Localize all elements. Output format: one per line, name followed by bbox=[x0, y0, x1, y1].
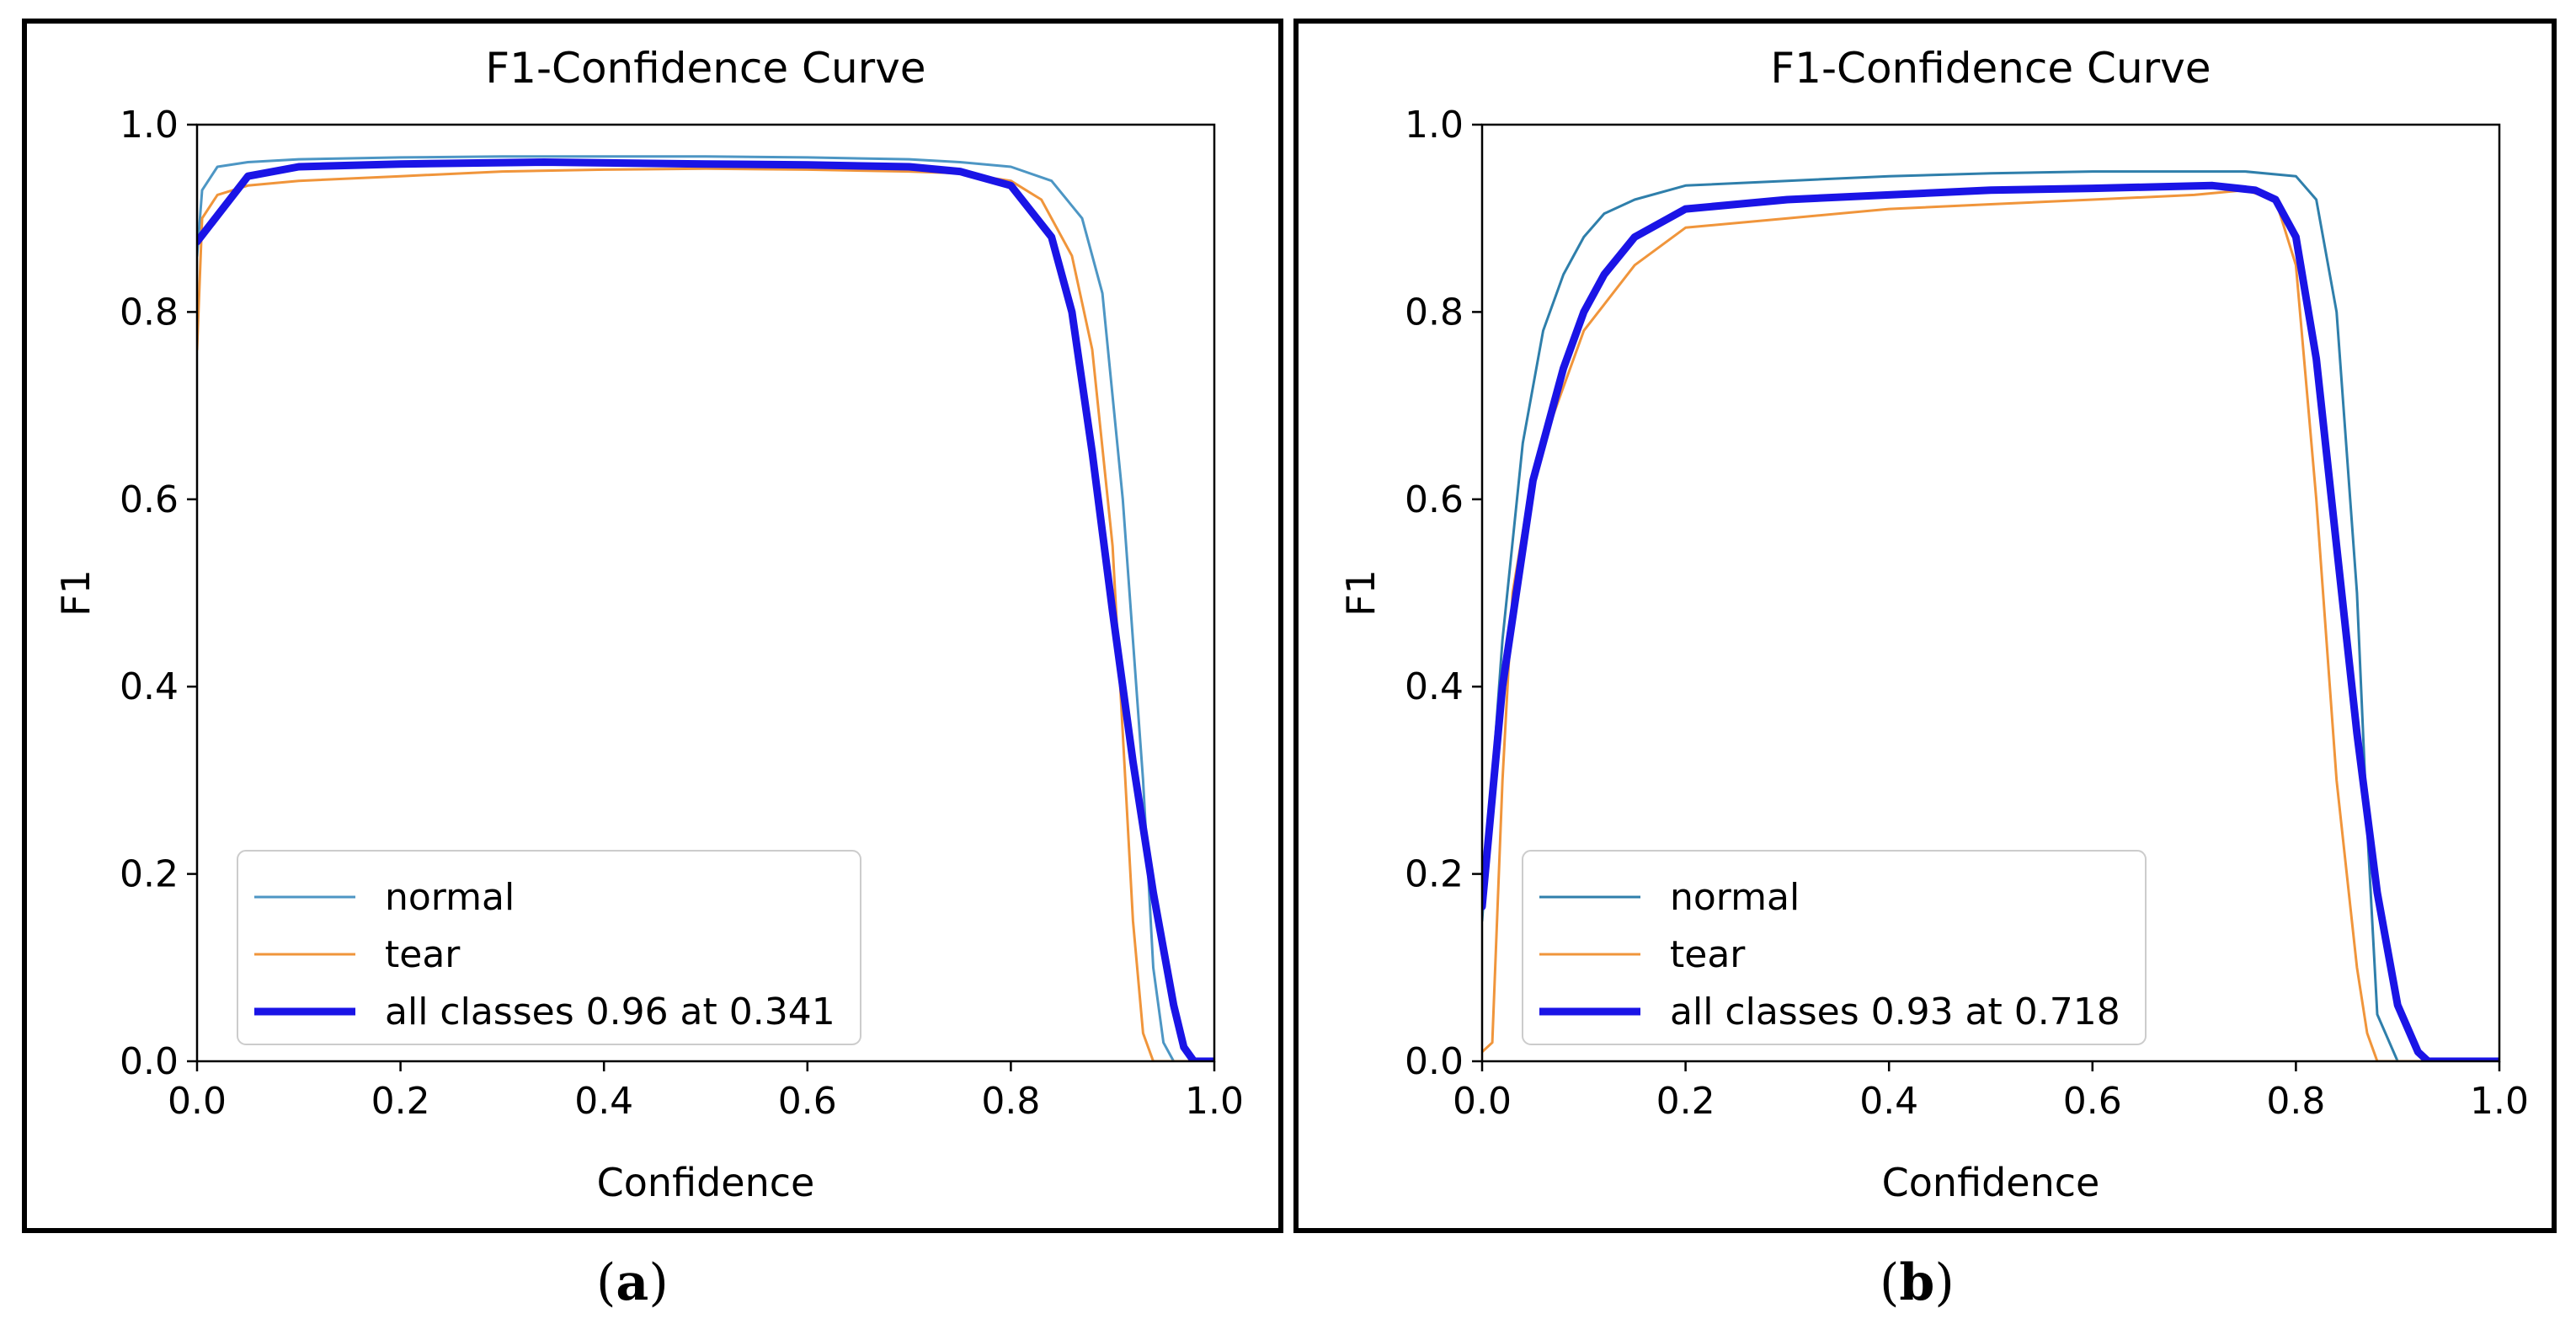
chart-a-legend-box bbox=[237, 850, 861, 1045]
chart-a-x-tick-label: 0.0 bbox=[168, 1080, 227, 1123]
chart-b-legend-label-1: tear bbox=[1670, 933, 1746, 976]
chart-a-x-axis-label: Confidence bbox=[597, 1160, 815, 1205]
chart-b-y-tick-label: 0.6 bbox=[1405, 478, 1464, 521]
caption-b: (b) bbox=[1880, 1253, 1955, 1312]
chart-a-y-tick-label: 0.2 bbox=[120, 853, 179, 896]
chart-panel-a: F1-Confidence Curve 0.0 0.2 0.4 0.6 0.8 1.0 0.0… bbox=[22, 19, 1283, 1233]
chart-b-y-axis-label: F1 bbox=[1338, 569, 1384, 617]
chart-a-axes-frame bbox=[195, 123, 1216, 1063]
chart-a-y-axis-label: F1 bbox=[53, 569, 99, 617]
chart-a-legend-label-0: normal bbox=[385, 876, 515, 919]
chart-b-x-tick-label: 0.4 bbox=[1859, 1080, 1918, 1123]
chart-a-series-group bbox=[197, 155, 1214, 1061]
chart-a-series-line-2 bbox=[197, 158, 1214, 1061]
chart-b-legend: normal tear all classes 0.93 at 0.718 bbox=[1522, 850, 2147, 1045]
chart-b-axes-frame bbox=[1480, 123, 2501, 1063]
chart-a-y-tick-label: 1.0 bbox=[120, 104, 179, 147]
caption-a: (a) bbox=[596, 1253, 669, 1312]
chart-b-title: F1-Confidence Curve bbox=[1770, 44, 2211, 93]
chart-b-y-tick-label: 0.2 bbox=[1405, 853, 1464, 896]
chart-a-x-tick-label: 0.2 bbox=[371, 1080, 430, 1123]
chart-a-x-tick-label: 1.0 bbox=[1185, 1080, 1244, 1123]
chart-b-legend-label-2: all classes 0.93 at 0.718 bbox=[1670, 991, 2120, 1033]
chart-b-series-line-0 bbox=[1482, 170, 2499, 1061]
chart-a-legend-label-2: all classes 0.96 at 0.341 bbox=[385, 991, 835, 1033]
chart-panel-b: F1-Confidence Curve 0.0 0.2 0.4 0.6 0.8 1.0 0.0… bbox=[1293, 19, 2557, 1233]
chart-a-y-tick-label: 0.8 bbox=[120, 291, 179, 334]
chart-a-x-tick-label: 0.8 bbox=[981, 1080, 1040, 1123]
chart-b-legend-box bbox=[1522, 850, 2147, 1045]
chart-b-legend-label-0: normal bbox=[1670, 876, 1800, 919]
chart-b-x-tick-label: 0.8 bbox=[2266, 1080, 2325, 1123]
chart-a-legend-label-1: tear bbox=[385, 933, 461, 976]
chart-b-y-tick-label: 0.4 bbox=[1405, 665, 1464, 708]
chart-b-x-tick-label: 0.6 bbox=[2063, 1080, 2122, 1123]
chart-a-legend: normal tear all classes 0.96 at 0.341 bbox=[237, 850, 861, 1045]
chart-b-x-tick-label: 0.0 bbox=[1453, 1080, 1512, 1123]
chart-a-y-tick-label: 0.4 bbox=[120, 665, 179, 708]
chart-b-x-tick-label: 1.0 bbox=[2470, 1080, 2529, 1123]
chart-b-y-tick-label: 0.0 bbox=[1405, 1040, 1464, 1083]
f1-confidence-chart-a: F1-Confidence Curve 0.0 0.2 0.4 0.6 0.8 1.0 0.0… bbox=[53, 44, 1244, 1205]
chart-a-y-tick-label: 0.0 bbox=[120, 1040, 179, 1083]
chart-b-series-group bbox=[1482, 170, 2499, 1061]
chart-a-x-tick-label: 0.4 bbox=[574, 1080, 633, 1123]
chart-b-y-tick-label: 1.0 bbox=[1405, 104, 1464, 147]
f1-confidence-chart-b: F1-Confidence Curve 0.0 0.2 0.4 0.6 0.8 1.0 0.0… bbox=[1338, 44, 2529, 1205]
chart-a-title: F1-Confidence Curve bbox=[485, 44, 925, 93]
chart-a-y-tick-label: 0.6 bbox=[120, 478, 179, 521]
chart-b-x-tick-label: 0.2 bbox=[1656, 1080, 1715, 1123]
chart-b-series-line-2 bbox=[1482, 181, 2499, 1061]
chart-b-y-tick-label: 0.8 bbox=[1405, 291, 1464, 334]
chart-a-x-tick-label: 0.6 bbox=[778, 1080, 837, 1123]
chart-b-x-axis-label: Confidence bbox=[1882, 1160, 2100, 1205]
